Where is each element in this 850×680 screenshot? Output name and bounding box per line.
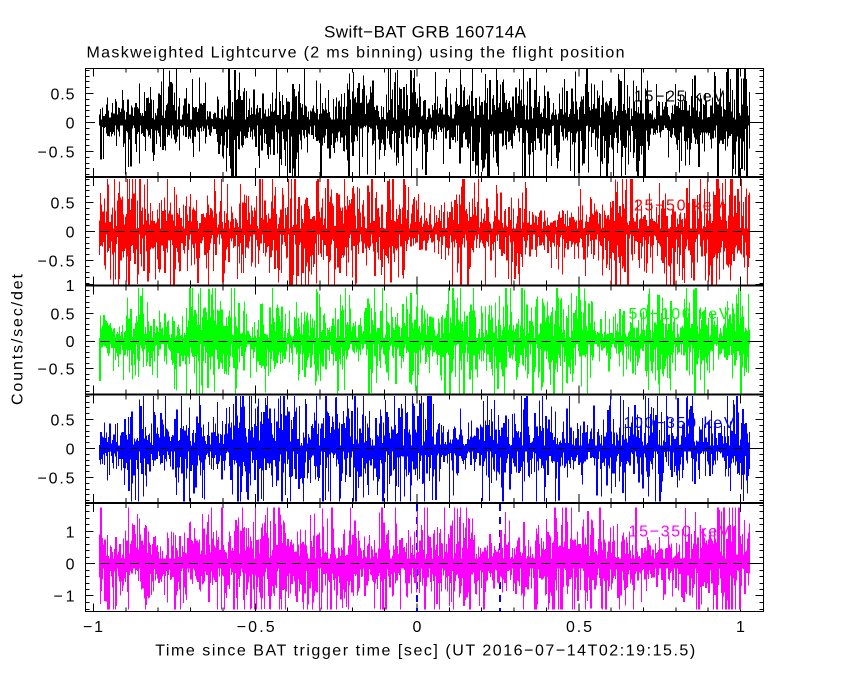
svg-text:0: 0 bbox=[66, 556, 75, 573]
svg-text:0.5: 0.5 bbox=[51, 86, 75, 103]
svg-text:0: 0 bbox=[66, 224, 75, 241]
svg-text:15−25 keV: 15−25 keV bbox=[634, 88, 724, 105]
svg-text:−0.5: −0.5 bbox=[38, 253, 75, 270]
svg-text:Time since BAT trigger time [s: Time since BAT trigger time [sec] (UT 20… bbox=[155, 642, 695, 659]
svg-text:100−350 keV: 100−350 keV bbox=[624, 415, 735, 432]
svg-text:0: 0 bbox=[66, 441, 75, 458]
svg-text:1: 1 bbox=[66, 278, 75, 295]
svg-text:0.5: 0.5 bbox=[51, 412, 75, 429]
svg-text:50−100 keV: 50−100 keV bbox=[629, 306, 730, 323]
svg-text:0: 0 bbox=[66, 334, 75, 351]
svg-text:0.5: 0.5 bbox=[51, 306, 75, 323]
svg-text:25−50 keV: 25−50 keV bbox=[634, 197, 724, 214]
svg-text:−0.5: −0.5 bbox=[38, 144, 75, 161]
svg-text:Maskweighted Lightcurve (2 ms: Maskweighted Lightcurve (2 ms binning) u… bbox=[87, 45, 625, 62]
svg-text:0.5: 0.5 bbox=[51, 195, 75, 212]
svg-text:0: 0 bbox=[66, 115, 75, 132]
svg-text:Swift−BAT GRB 160714A: Swift−BAT GRB 160714A bbox=[324, 23, 527, 42]
svg-text:−0.5: −0.5 bbox=[38, 361, 75, 378]
svg-text:Counts/sec/det: Counts/sec/det bbox=[10, 273, 27, 405]
svg-text:1: 1 bbox=[736, 619, 745, 636]
svg-text:1: 1 bbox=[66, 524, 75, 541]
svg-text:−0.5: −0.5 bbox=[237, 619, 275, 636]
svg-text:−0.5: −0.5 bbox=[38, 470, 75, 487]
svg-text:0: 0 bbox=[413, 619, 422, 636]
svg-text:15−350 keV: 15−350 keV bbox=[629, 523, 730, 540]
svg-text:0.5: 0.5 bbox=[566, 619, 592, 636]
